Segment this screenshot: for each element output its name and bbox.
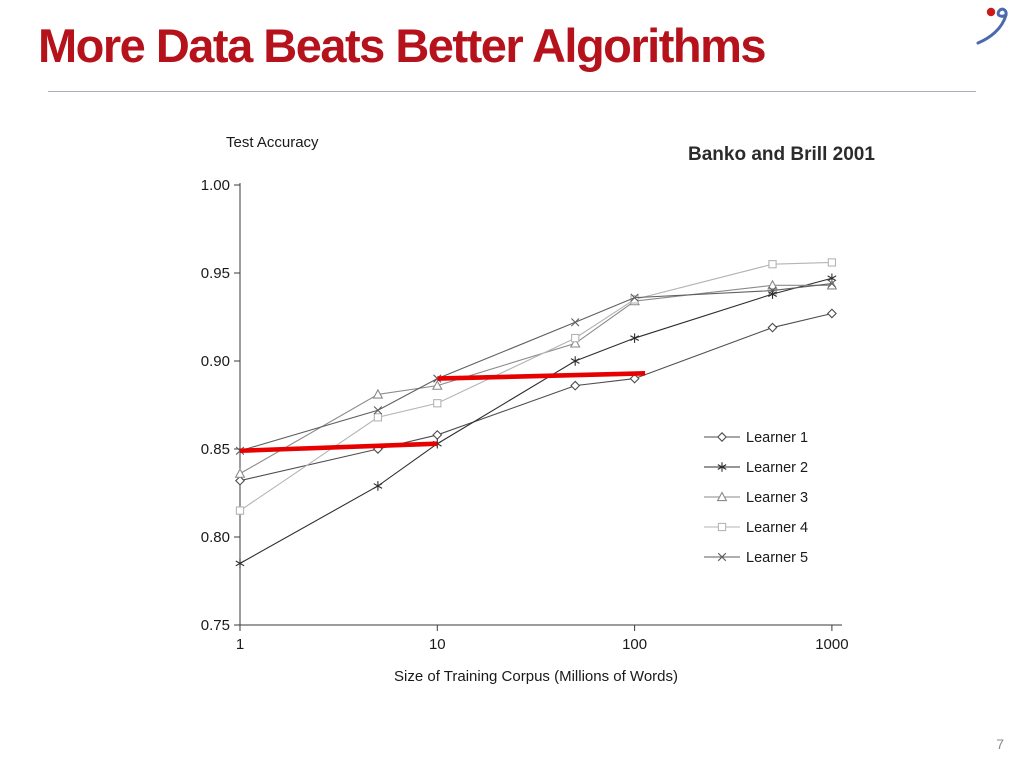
axis-labels: 0.75 0.80 0.85 0.90 0.95 1.00 1 10 100 1000 — [201, 177, 849, 653]
series-learner-2 — [235, 273, 837, 569]
series-learner-1 — [235, 308, 837, 486]
axes — [234, 183, 842, 631]
title-divider — [48, 91, 976, 92]
svg-text:Learner 5: Learner 5 — [746, 550, 808, 566]
svg-text:0.75: 0.75 — [201, 617, 230, 634]
svg-text:0.95: 0.95 — [201, 265, 230, 282]
series-learner-4 — [235, 258, 837, 515]
page-number: 7 — [996, 736, 1004, 752]
highlight-segments — [239, 371, 646, 454]
svg-text:Learner 2: Learner 2 — [746, 460, 808, 476]
svg-text:1000: 1000 — [815, 636, 848, 653]
legend-item-learner-2: Learner 2 — [704, 460, 808, 476]
chart-annotation: Banko and Brill 2001 — [688, 144, 875, 165]
svg-text:0.90: 0.90 — [201, 353, 230, 370]
svg-text:1.00: 1.00 — [201, 177, 230, 194]
svg-text:0.85: 0.85 — [201, 441, 230, 458]
series-learner-5 — [235, 279, 837, 455]
svg-text:Learner 4: Learner 4 — [746, 520, 808, 536]
legend-item-learner-4: Learner 4 — [704, 520, 808, 536]
svg-text:1: 1 — [236, 636, 244, 653]
legend-item-learner-5: Learner 5 — [704, 550, 808, 566]
chart-area: 0.75 0.80 0.85 0.90 0.95 1.00 1 10 100 1000 Test A… — [180, 120, 920, 710]
legend: Learner 1 Learner 2 Learner 3 Learner 4 Lear… — [704, 430, 808, 566]
svg-text:Learner 1: Learner 1 — [746, 430, 808, 446]
brand-logo-icon — [976, 7, 1008, 45]
svg-text:10: 10 — [429, 636, 446, 653]
y-axis-caption: Test Accuracy — [226, 134, 319, 151]
svg-text:0.80: 0.80 — [201, 529, 230, 546]
svg-text:Learner 3: Learner 3 — [746, 490, 808, 506]
legend-item-learner-3: Learner 3 — [704, 490, 808, 506]
legend-item-learner-1: Learner 1 — [704, 430, 808, 446]
slide-title: More Data Beats Better Algorithms — [38, 19, 767, 72]
accuracy-line-chart: 0.75 0.80 0.85 0.90 0.95 1.00 1 10 100 1000 Test A… — [201, 134, 876, 685]
logo-dot — [986, 7, 996, 17]
x-axis-caption: Size of Training Corpus (Millions of Wor… — [394, 668, 678, 685]
svg-text:100: 100 — [622, 636, 647, 653]
logo-swoosh — [976, 7, 1008, 45]
